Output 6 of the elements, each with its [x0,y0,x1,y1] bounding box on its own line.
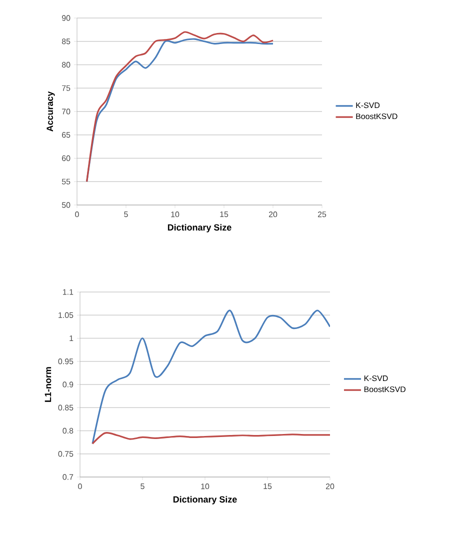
line-series [92,432,330,444]
line-series [92,310,330,444]
y-axis-title: Accuracy [46,91,55,132]
x-axis-title: Dictionary Size [173,496,237,504]
y-axis-title: L1-norm [44,367,52,402]
x-axis-title: Dictionary Size [168,224,232,232]
